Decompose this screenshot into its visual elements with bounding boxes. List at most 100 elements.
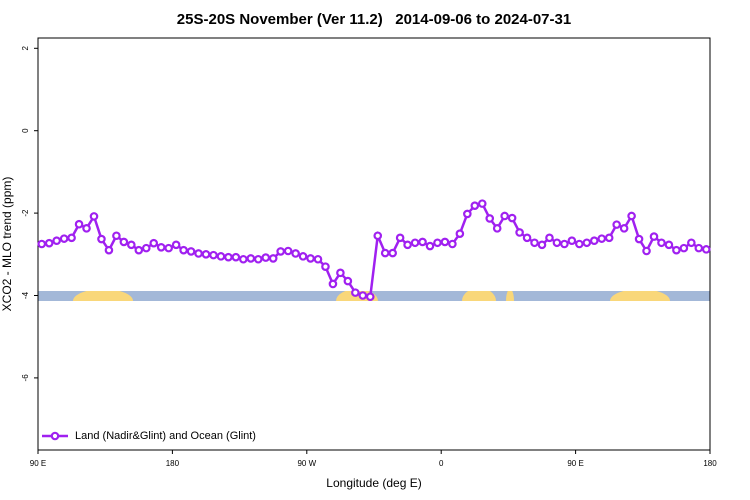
y-tick-label: -4: [21, 291, 30, 299]
point: [634, 234, 644, 244]
point: [425, 241, 435, 251]
point: [351, 288, 360, 297]
point: [358, 291, 368, 300]
point: [500, 211, 509, 221]
point: [52, 236, 61, 246]
point: [582, 238, 592, 248]
point: [104, 245, 114, 255]
point: [141, 243, 151, 253]
point: [395, 233, 405, 243]
point: [336, 268, 345, 278]
point: [343, 276, 353, 286]
point: [619, 224, 629, 233]
point: [664, 240, 674, 250]
point: [410, 238, 420, 248]
point: [679, 243, 689, 253]
point: [253, 254, 263, 264]
y-tick-label: -6: [21, 374, 30, 382]
point: [134, 245, 144, 255]
point: [455, 229, 465, 239]
point: [216, 252, 226, 261]
point: [373, 231, 383, 241]
y-tick-label: 2: [21, 46, 30, 51]
point: [112, 231, 121, 241]
point: [612, 220, 621, 229]
point: [657, 238, 666, 248]
point: [313, 254, 323, 264]
point: [268, 254, 278, 263]
y-axis-label: XCO2 - MLO trend (ppm): [0, 177, 14, 312]
point: [463, 209, 472, 219]
point: [552, 238, 562, 248]
point: [365, 292, 375, 302]
point: [246, 254, 256, 263]
point: [194, 249, 203, 258]
point: [186, 247, 196, 256]
point: [224, 252, 233, 262]
x-tick-label: 180: [166, 459, 180, 468]
point: [418, 237, 427, 247]
point: [470, 201, 480, 210]
point: [201, 250, 211, 259]
point: [694, 243, 704, 253]
point: [283, 246, 293, 256]
point: [261, 253, 271, 262]
point: [97, 234, 106, 244]
point: [171, 240, 181, 250]
land-patch: [506, 291, 514, 301]
point: [433, 238, 442, 248]
point: [298, 252, 308, 261]
point: [44, 238, 54, 248]
point: [477, 199, 487, 208]
chart-title: 25S-20S November (Ver 11.2) 2014-09-06 t…: [177, 11, 571, 28]
x-tick-label: 180: [703, 459, 717, 468]
legend-label: Land (Nadir&Glint) and Ocean (Glint): [75, 430, 256, 442]
point: [672, 245, 681, 255]
point: [567, 236, 577, 246]
point: [388, 248, 397, 258]
point: [642, 246, 651, 256]
point: [149, 238, 159, 248]
point: [179, 245, 188, 255]
point: [545, 233, 554, 243]
point: [492, 224, 502, 233]
point: [604, 233, 614, 243]
point: [119, 237, 129, 247]
point: [209, 250, 218, 260]
point: [231, 252, 241, 262]
point: [291, 249, 300, 258]
point: [164, 243, 173, 253]
plot-frame: [37, 37, 711, 451]
point: [127, 240, 136, 250]
point: [649, 232, 659, 241]
point: [37, 239, 47, 249]
point: [575, 239, 584, 249]
x-axis-label: Longitude (deg E): [326, 476, 421, 490]
point: [306, 254, 315, 263]
point: [380, 248, 390, 258]
point: [239, 254, 248, 264]
point: [522, 233, 532, 243]
point: [530, 238, 539, 248]
point: [59, 234, 69, 243]
point: [440, 237, 450, 247]
point: [589, 236, 599, 246]
y-tick-label: -2: [21, 209, 30, 217]
point: [627, 211, 636, 221]
point: [560, 239, 569, 249]
land-patch: [462, 291, 496, 301]
point: [507, 213, 517, 223]
x-tick-label: 90 E: [567, 459, 583, 468]
point: [448, 239, 457, 249]
x-tick-label: 90 E: [30, 459, 46, 468]
point: [515, 228, 524, 237]
land-patch: [73, 291, 133, 301]
point: [156, 242, 166, 252]
land-ocean-band: [38, 291, 710, 301]
point: [276, 247, 285, 256]
point: [89, 212, 99, 221]
point: [701, 245, 711, 254]
y-tick-label: 0: [21, 128, 30, 133]
point: [67, 233, 76, 243]
